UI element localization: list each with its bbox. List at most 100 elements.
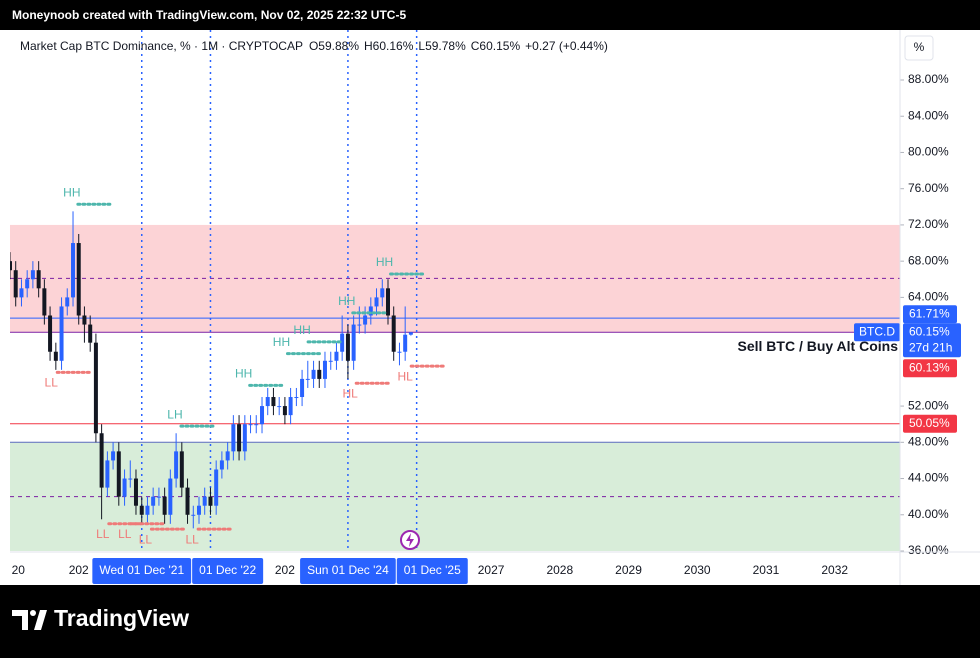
candle-body	[196, 505, 201, 515]
y-tick-label: 44.00%	[908, 471, 949, 485]
legend-low: L59.78%	[418, 39, 466, 53]
x-date-highlight	[192, 558, 264, 584]
y-tick-label: 52.00%	[908, 398, 949, 412]
footer-logo	[12, 610, 47, 630]
candle-body	[351, 324, 356, 361]
candle-body	[408, 332, 413, 335]
candle-body	[48, 315, 53, 352]
candle-body	[202, 496, 207, 506]
swing-label: HL	[343, 386, 359, 400]
swing-label: LH	[167, 407, 182, 421]
candle-body	[225, 451, 230, 461]
swing-label: LL	[96, 527, 110, 541]
candle-body	[340, 333, 345, 352]
swing-label: HH	[63, 185, 80, 199]
swing-label: HH	[235, 367, 252, 381]
legend-open: O59.88%	[309, 39, 359, 53]
candle-body	[403, 334, 408, 352]
candle-body	[30, 270, 35, 280]
candle-body	[363, 315, 368, 325]
header: Moneynoob created with TradingView.com, …	[12, 8, 406, 22]
price-label-box	[903, 414, 957, 433]
price-label-box	[903, 305, 957, 324]
candle-body	[294, 397, 299, 399]
candle-body	[231, 424, 236, 452]
candle-body	[214, 469, 219, 506]
candle-body	[397, 351, 402, 353]
candle-body	[105, 460, 110, 488]
candle-body	[191, 514, 196, 516]
candle-body	[311, 369, 316, 379]
y-tick-label: 36.00%	[908, 543, 949, 557]
x-tick-label: 01 Dec '22	[199, 563, 256, 577]
candle-body	[128, 478, 133, 480]
x-tick-label: 2030	[684, 563, 711, 577]
candle-body	[42, 288, 47, 316]
candle-body	[19, 288, 24, 298]
legend-high: H60.16%	[364, 39, 414, 53]
candle-body	[265, 397, 270, 407]
candle-body	[145, 505, 150, 515]
x-tick-label: 01 Dec '25	[404, 563, 461, 577]
logo-dot	[30, 610, 36, 616]
x-tick-label: 2028	[546, 563, 573, 577]
x-date-highlight	[300, 558, 396, 584]
swing-label: HH	[273, 335, 290, 349]
candle-body	[260, 406, 265, 425]
y-tick-label: 68.00%	[908, 253, 949, 267]
logo-mark	[12, 610, 47, 630]
y-tick-label: 40.00%	[908, 507, 949, 521]
legend-symbol: Market Cap BTC Dominance, % · 1M · CRYPT…	[20, 39, 303, 53]
x-tick-label: 20	[12, 563, 26, 577]
x-date-highlight	[396, 558, 468, 584]
candle-body	[300, 378, 305, 398]
candle-body	[208, 496, 213, 506]
y-tick-label: 48.00%	[908, 434, 949, 448]
candle-body	[277, 406, 282, 408]
candle-body	[59, 306, 64, 361]
price-label: 60.13%	[909, 360, 950, 374]
candle-body	[156, 496, 161, 498]
candle-body	[374, 297, 379, 307]
candle-body	[334, 351, 339, 361]
candle-body	[328, 360, 333, 362]
candle-body	[248, 424, 253, 426]
scale-button[interactable]	[904, 35, 934, 61]
symbol-tag-label: BTC.D	[859, 324, 895, 338]
candle-body	[242, 424, 247, 452]
candle-body	[36, 270, 41, 289]
zone	[10, 224, 900, 332]
swing-label: LL	[118, 527, 132, 541]
x-tick-label: Wed 01 Dec '21	[99, 563, 184, 577]
candle-body	[385, 288, 390, 316]
price-label-box	[903, 359, 957, 378]
footer-brand: TradingView	[54, 605, 189, 631]
y-tick-label: 80.00%	[908, 145, 949, 159]
candle-body	[65, 297, 70, 307]
candle-body	[168, 478, 173, 515]
x-tick-label: 2027	[478, 563, 505, 577]
candle-body	[185, 487, 190, 515]
swing-label: LL	[139, 532, 153, 546]
y-tick-label: 84.00%	[908, 108, 949, 122]
y-tick-label: 72.00%	[908, 217, 949, 231]
candle-body	[111, 451, 116, 461]
legend-close: C60.15%	[471, 39, 521, 53]
y-tick-label: 88.00%	[908, 72, 949, 86]
candle-body	[317, 369, 322, 379]
candle-body	[322, 360, 327, 379]
candle-body	[345, 333, 350, 361]
symbol-tag	[854, 323, 900, 342]
countdown-label: 27d 21h	[909, 340, 952, 354]
scale-button-label[interactable]: %	[914, 40, 925, 54]
candle-body	[88, 324, 93, 343]
candle-body	[237, 424, 242, 452]
x-tick-label: 202	[275, 563, 295, 577]
candle-body	[71, 243, 76, 298]
candle-body	[391, 315, 396, 352]
x-tick-label: 2032	[821, 563, 848, 577]
price-label: 50.05%	[909, 416, 950, 430]
candle-body	[76, 243, 81, 316]
